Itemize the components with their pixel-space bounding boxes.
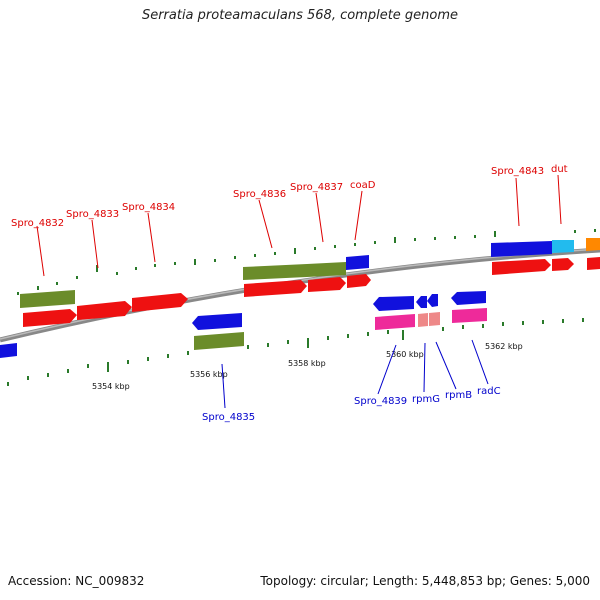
forward-gene-track bbox=[23, 257, 600, 327]
gene-block[interactable] bbox=[491, 241, 552, 257]
gene-block[interactable] bbox=[552, 240, 574, 253]
reverse-cds-track bbox=[194, 308, 487, 350]
forward-tick-row bbox=[17, 229, 596, 295]
gene-arrow[interactable] bbox=[347, 274, 371, 288]
gene-arrow[interactable] bbox=[451, 291, 486, 305]
axis-tick-label: 5360 kbp bbox=[386, 350, 424, 359]
axis-tick-label: 5356 kbp bbox=[190, 370, 228, 379]
forward-label-leaders bbox=[36, 174, 562, 277]
gene-arrow[interactable] bbox=[308, 277, 346, 292]
gene-label-spro-4833[interactable]: Spro_4833 bbox=[66, 209, 119, 220]
gene-arrow[interactable] bbox=[427, 294, 438, 307]
gene-arrow[interactable] bbox=[0, 343, 17, 358]
forward-gene-labels: Spro_4832 Spro_4833 Spro_4834 Spro_4836 … bbox=[11, 164, 568, 229]
gene-label-spro-4839[interactable]: Spro_4839 bbox=[354, 396, 407, 407]
genome-title: Serratia proteamaculans 568, complete ge… bbox=[141, 8, 459, 23]
gene-block[interactable] bbox=[452, 308, 487, 323]
gene-block[interactable] bbox=[307, 262, 346, 277]
gene-block[interactable] bbox=[586, 238, 600, 251]
axis-tick-label: 5362 kbp bbox=[485, 342, 523, 351]
gene-arrow[interactable] bbox=[192, 313, 242, 330]
gene-arrow[interactable] bbox=[23, 309, 77, 327]
axis-tick-labels: 5354 kbp 5356 kbp 5358 kbp 5360 kbp 5362… bbox=[92, 342, 523, 391]
gene-arrow[interactable] bbox=[416, 296, 427, 308]
reverse-label-leaders bbox=[221, 339, 489, 409]
gene-block[interactable] bbox=[418, 313, 428, 327]
accession-footer: Accession: NC_009832 bbox=[8, 574, 145, 588]
gene-block[interactable] bbox=[429, 312, 440, 326]
gene-label-dut[interactable]: dut bbox=[551, 164, 568, 175]
gene-label-radc[interactable]: radC bbox=[477, 386, 501, 397]
gene-arrow[interactable] bbox=[132, 293, 188, 312]
gene-label-spro-4836[interactable]: Spro_4836 bbox=[233, 189, 286, 200]
gene-arrow[interactable] bbox=[492, 259, 551, 275]
axis-tick-label: 5358 kbp bbox=[288, 359, 326, 368]
axis-tick-label: 5354 kbp bbox=[92, 382, 130, 391]
gene-label-spro-4837[interactable]: Spro_4837 bbox=[290, 182, 343, 193]
gene-arrow[interactable] bbox=[552, 258, 574, 271]
gene-arrow[interactable] bbox=[77, 301, 132, 320]
gene-arrow[interactable] bbox=[587, 257, 600, 270]
gene-block[interactable] bbox=[194, 332, 244, 350]
gene-label-coad[interactable]: coaD bbox=[350, 180, 376, 191]
reverse-gene-track bbox=[0, 291, 486, 358]
gene-label-spro-4835[interactable]: Spro_4835 bbox=[202, 412, 255, 423]
gene-block[interactable] bbox=[346, 255, 369, 270]
gene-label-spro-4832[interactable]: Spro_4832 bbox=[11, 218, 64, 229]
reverse-tick-row bbox=[7, 318, 584, 386]
genome-summary-footer: Topology: circular; Length: 5,448,853 bp… bbox=[260, 574, 590, 588]
forward-cds-track bbox=[20, 238, 600, 308]
reverse-gene-labels: Spro_4835 Spro_4839 rpmG rpmB radC bbox=[202, 386, 501, 423]
gene-label-rpmg[interactable]: rpmG bbox=[412, 394, 440, 405]
gene-arrow[interactable] bbox=[373, 296, 414, 311]
gene-label-spro-4843[interactable]: Spro_4843 bbox=[491, 166, 544, 177]
gene-block[interactable] bbox=[243, 264, 307, 280]
gene-label-spro-4834[interactable]: Spro_4834 bbox=[122, 202, 175, 213]
gene-arrow[interactable] bbox=[244, 280, 307, 297]
gene-block[interactable] bbox=[375, 314, 415, 330]
gene-label-rpmb[interactable]: rpmB bbox=[445, 390, 472, 401]
gene-block[interactable] bbox=[20, 290, 75, 308]
